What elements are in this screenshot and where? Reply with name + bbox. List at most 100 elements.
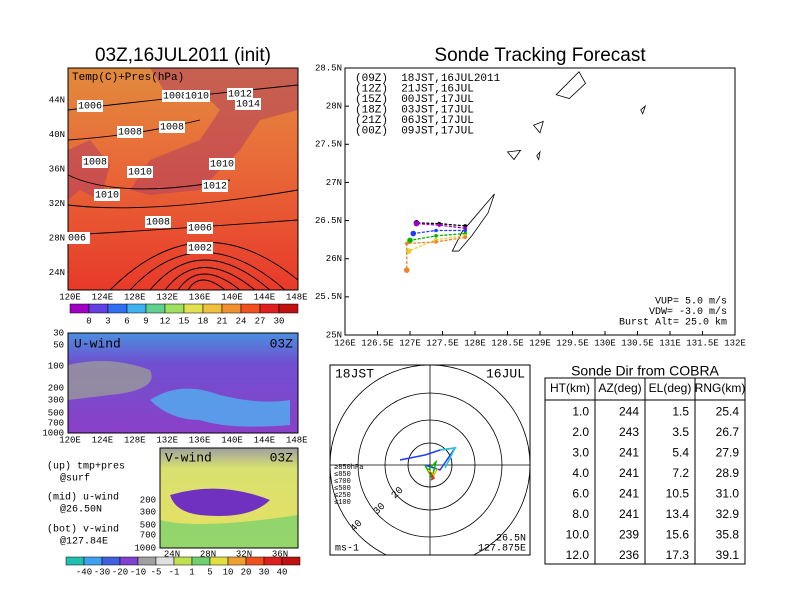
lon-label: 132E [156,292,178,302]
x-tick-label: 130E [594,338,616,348]
colorbar-label: 1 [189,567,194,577]
hodo-line [429,471,436,481]
note: (up) tmp+pres [47,461,125,473]
level-label: 300 [140,507,156,517]
note: (bot) v-wind [47,524,119,536]
colorbar-cell [88,303,109,314]
colorbar-label: 30 [259,567,270,577]
table-cell: 15.6 [666,527,690,541]
frame [67,67,299,291]
table-header: EL(deg) [649,381,692,395]
colorbar-cell [221,303,242,314]
y-tick-label: 25.5N [315,292,342,302]
note: @26.50N [60,504,102,516]
lat-label: 28N [49,233,65,243]
x-tick-label: 126.5E [361,338,393,348]
lon-label: 124E [92,292,114,302]
x-tick-label: 127.5E [426,338,458,348]
lon-label: 124E [92,435,114,445]
contour-label: 1008 [83,158,107,169]
hodo-unit: ms-1 [335,544,359,555]
annotation: VUP= 5.0 m/s [655,296,727,308]
contour-label: 1014 [236,100,260,111]
level-label: 700 [48,418,64,428]
panel-title: 03Z,16JUL2011 (init) [95,45,271,66]
level-label: 300 [48,395,64,405]
hodo-level: ≤100 [334,499,351,507]
y-tick-label: 26N [326,254,342,264]
contour-label: 006 [68,234,86,245]
annotation: Burst Alt= 25.0 km [619,317,727,329]
panel-time: 03Z [270,336,294,351]
colorbar-cell [245,556,265,566]
trajectory [413,229,466,235]
legend-entry: (18Z) 03JST,17JUL [355,104,474,116]
table-cell: 7.2 [672,466,689,480]
table-cell: 244 [619,404,639,418]
colorbar-label: -5 [151,567,162,577]
colorbar-cell [65,556,85,566]
y-tick-label: 26.5N [315,216,342,226]
colorbar-cell [119,556,139,566]
table-cell: 10.0 [566,527,590,541]
table-cell: 241 [619,466,639,480]
label-bg [77,100,103,112]
lon-label: 144E [254,292,276,302]
level-label: 30 [53,328,64,338]
hodograph-labels: 18JST 16JUL≥850hPa≤850≤700≤500≤250≤100203… [334,366,526,554]
lat-label: 24N [164,549,180,559]
table: HT(km) AZ(deg) EL(deg) RNG(km) 1.0 244 1.5 25.4… [544,377,746,565]
lon-label: 148E [286,292,308,302]
colorbar-cell [209,556,229,566]
colorbar-cell [69,303,90,314]
table-cell: 241 [619,507,639,521]
table-cell: 1.0 [572,404,589,418]
level-label: 50 [53,340,64,350]
lon-label: 120E [59,292,81,302]
colorbar-label: 30 [274,316,285,326]
x-tick-label: 126E [334,338,356,348]
table-cell: 241 [619,486,639,500]
label-bg [187,242,213,254]
panel-time: 03Z [270,450,294,465]
hodo-line [439,447,457,469]
trajectory [406,236,466,271]
note: @127.84E [60,536,108,548]
table-cell: 28.9 [716,466,740,480]
hodo-level: ≤500 [334,485,351,493]
colorbar-cell [137,556,157,566]
legend-entry: (00Z) 09JST,17JUL [355,125,474,137]
colorbar-cell [145,303,166,314]
lon-label: 128E [124,292,146,302]
lon-label: 120E [59,435,81,445]
chart: 126E 126.5E 127E 127.5E 128E 128.5E 129E 129.5E… [315,63,746,348]
trajectory-point [434,240,438,244]
x-tick-label: 131.5E [686,338,718,348]
legend-entry: (21Z) 06JST,17JUL [355,115,474,127]
level-label: 1000 [134,543,156,553]
table-cell: 31.0 [716,486,740,500]
colorbar-cell [126,303,147,314]
lat-label: 44N [49,95,65,105]
level-label: 500 [48,408,64,418]
label-bg [117,126,143,138]
colorbar-label: 20 [241,567,252,577]
hodo-level: ≤250 [334,492,351,500]
lon-label: 136E [189,435,211,445]
x-tick-label: 132E [724,338,746,348]
y-tick-label: 28N [326,102,342,112]
colorbar-label: 12 [160,316,171,326]
label-bg [162,90,188,102]
hodo-level: ≥850hPa [334,464,363,472]
hodo-line [424,459,438,481]
hodograph-rings [330,365,530,555]
table-cell: 1.5 [672,404,689,418]
colorbar-label: 21 [217,316,228,326]
trajectory-point [407,237,413,244]
contour-label: 1006 [188,224,212,235]
contour-label: 1008 [160,123,184,134]
colorbar-label: -40 [76,567,92,577]
lon-label: 132E [156,435,178,445]
